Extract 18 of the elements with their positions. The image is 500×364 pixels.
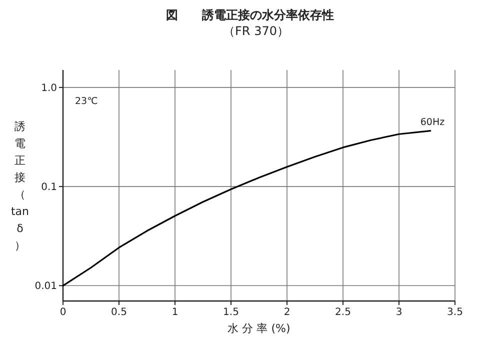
x-tick-label: 0.5 (111, 307, 127, 318)
x-tick-label: 1.5 (223, 307, 239, 318)
y-tick-label: 1.0 (41, 82, 57, 94)
x-axis-title: 水 分 率 (%) (228, 322, 290, 335)
y-tick-label: 0.1 (41, 182, 57, 194)
y-tick-label: 0.01 (34, 281, 57, 292)
series-label: 60Hz (420, 116, 445, 128)
x-tick-label: 0 (60, 307, 66, 318)
x-tick-label: 2.5 (335, 307, 351, 318)
chart-subtitle: （FR 370） (223, 24, 289, 38)
x-tick-label: 3.5 (447, 307, 463, 318)
x-tick-label: 2 (284, 307, 290, 318)
x-tick-label: 3 (396, 307, 402, 318)
chart-title: 図 誘電正接の水分率依存性 (166, 8, 334, 22)
annotation: 23℃ (75, 96, 98, 107)
line-series (62, 130, 432, 286)
x-tick-label: 1 (172, 307, 178, 318)
y-axis-title: 誘電正接（tanδ） (10, 120, 30, 252)
